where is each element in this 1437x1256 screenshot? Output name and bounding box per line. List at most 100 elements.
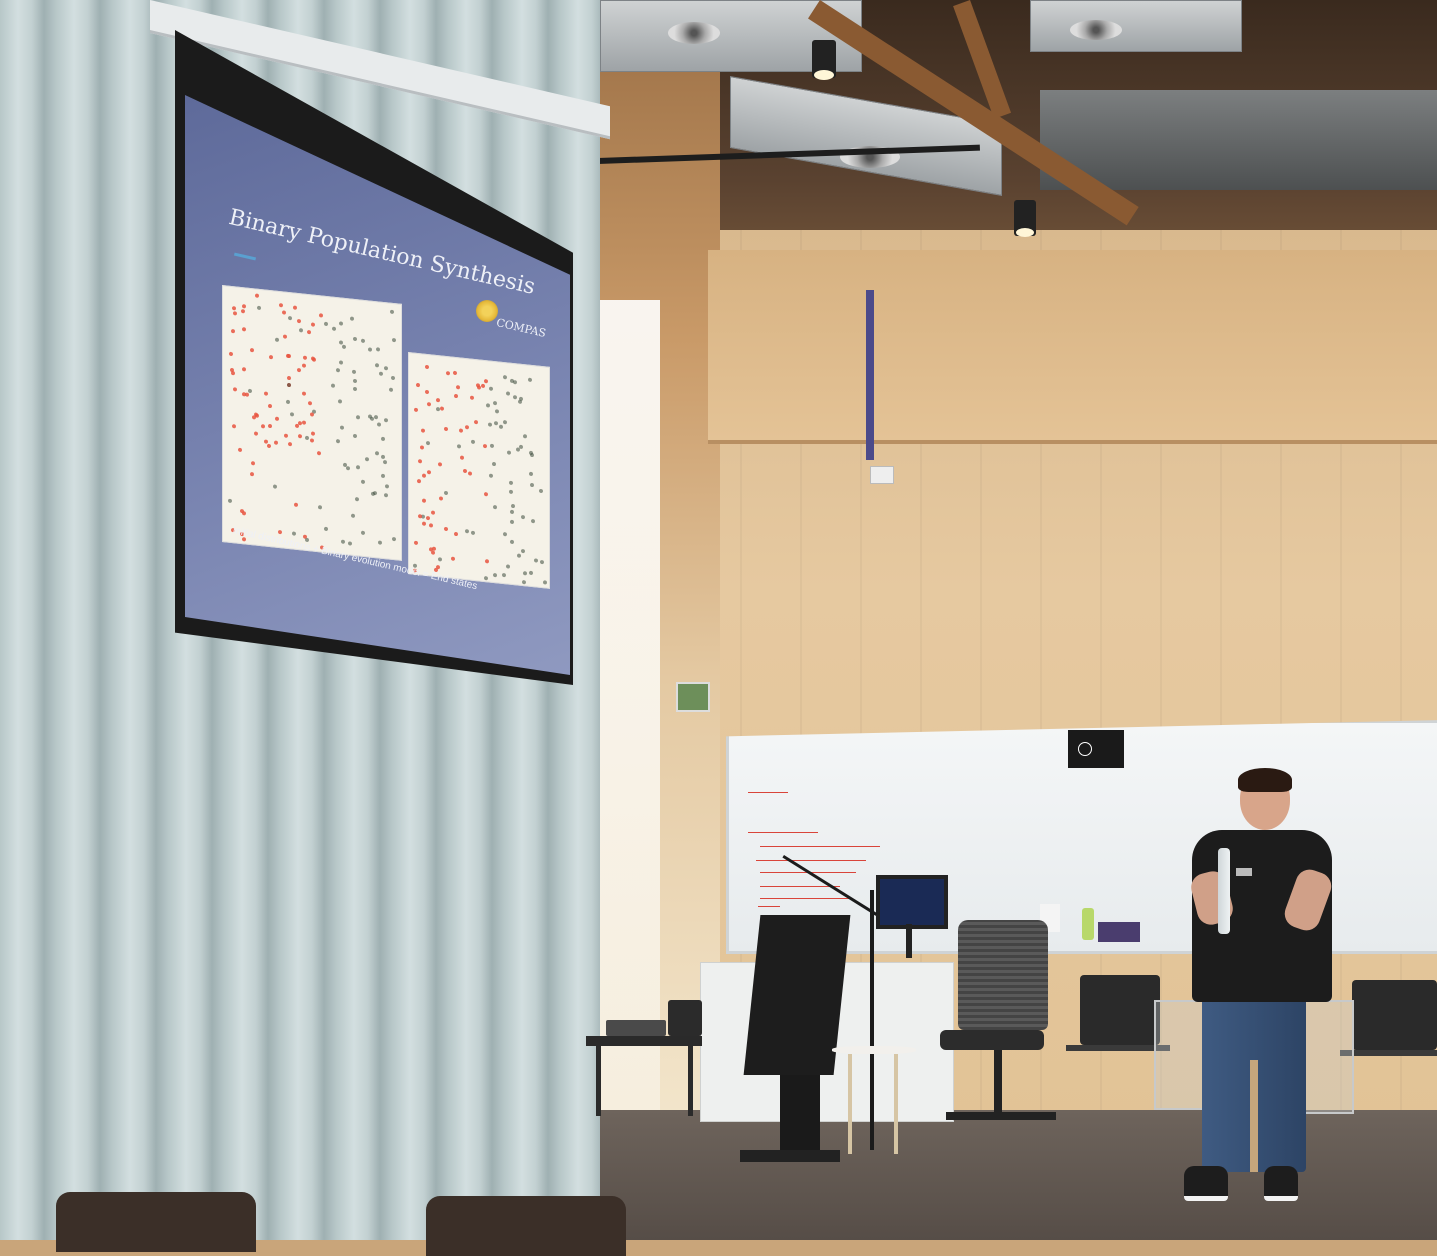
name-badge: [1236, 868, 1252, 876]
scatter-point: [251, 461, 256, 466]
side-table: [586, 1036, 702, 1046]
scatter-point: [306, 329, 311, 335]
scatter-point: [521, 514, 526, 520]
scatter-point: [345, 466, 350, 471]
scatter-point: [465, 424, 470, 429]
scatter-point: [444, 491, 449, 496]
whiteboard-writing: [758, 906, 780, 907]
scatter-point: [381, 437, 386, 442]
scatter-point: [310, 356, 315, 361]
scatter-point: [232, 387, 237, 392]
scatter-point: [426, 515, 431, 521]
computer-monitor: [876, 875, 948, 929]
scatter-point: [282, 310, 287, 315]
scatter-point: [229, 351, 234, 356]
scatter-point: [533, 558, 538, 563]
scatter-point: [421, 498, 426, 503]
scatter-point: [274, 337, 279, 343]
scatter-point: [338, 321, 343, 326]
scatter-point: [353, 434, 358, 439]
scatter-point: [383, 493, 388, 498]
scatter-point: [438, 495, 443, 501]
spotlight-glow: [1016, 228, 1034, 237]
office-chair-base: [946, 1112, 1056, 1120]
scatter-point: [310, 322, 315, 327]
scatter-point: [263, 391, 268, 396]
scatter-point: [330, 383, 335, 389]
scatter-point: [242, 303, 247, 309]
scatter-point: [495, 409, 500, 415]
microphone-stand: [870, 890, 874, 1150]
scatter-point: [435, 406, 440, 411]
spotlight-glow: [814, 70, 834, 80]
scatter-point: [502, 420, 507, 425]
scatter-point: [323, 321, 328, 327]
scatter-point: [294, 502, 299, 508]
scatter-point: [498, 424, 503, 430]
scatter-point: [510, 503, 515, 509]
scatter-point: [391, 337, 396, 343]
hanging-cable: [866, 290, 874, 460]
scatter-point: [375, 451, 380, 456]
scatter-point: [261, 424, 266, 429]
scatter-point: [254, 293, 259, 299]
scatter-point: [253, 431, 258, 437]
scatter-point: [277, 530, 282, 535]
scatter-point: [512, 379, 517, 385]
scatter-point: [508, 480, 513, 485]
scatter-point: [318, 313, 323, 318]
scatter-point: [340, 539, 345, 545]
stacking-chair-seat: [1340, 1050, 1437, 1056]
scatter-point: [444, 526, 449, 531]
ceiling-duct-long: [1040, 90, 1437, 190]
scatter-point: [523, 571, 528, 576]
scatter-point: [516, 447, 521, 453]
scatter-point: [509, 509, 514, 515]
scatter-point: [381, 454, 386, 460]
scatter-point: [471, 439, 476, 444]
scatter-point: [483, 491, 488, 497]
office-chair: [958, 920, 1048, 1030]
scatter-point: [426, 441, 431, 446]
scatter-point: [424, 389, 429, 395]
stool-leg: [894, 1054, 898, 1154]
scatter-point: [530, 483, 535, 488]
scatter-point: [241, 327, 246, 332]
scatter-point: [451, 556, 456, 561]
scatter-point: [427, 402, 432, 407]
scatter-point: [293, 305, 298, 310]
scatter-point: [339, 425, 344, 430]
scatter-point: [323, 526, 328, 531]
scatter-point: [296, 368, 301, 373]
scatter-point: [237, 447, 242, 452]
scatter-point: [523, 434, 528, 439]
wood-mezzanine-wall: [708, 250, 1437, 444]
scatter-plot-final: [408, 352, 550, 589]
scatter-point: [427, 469, 432, 475]
scatter-point: [467, 471, 472, 476]
scatter-point: [338, 359, 343, 365]
scatter-point: [335, 438, 340, 444]
scatter-point: [421, 428, 426, 433]
scatter-point: [493, 505, 498, 510]
sneaker: [1264, 1166, 1298, 1201]
compas-logo-icon: [476, 300, 498, 322]
stool-leg: [848, 1054, 852, 1154]
scatter-point: [519, 396, 524, 402]
scatter-point: [352, 379, 357, 384]
scatter-point: [318, 505, 323, 510]
scatter-point: [488, 422, 493, 427]
ceiling-vent: [1070, 20, 1122, 40]
scatter-plot-initial: [222, 285, 402, 561]
side-table-leg: [688, 1046, 693, 1116]
water-bottle: [1218, 848, 1230, 934]
desk-phone: [668, 1000, 702, 1036]
scatter-point: [354, 497, 359, 502]
scatter-point: [267, 443, 272, 449]
scatter-point: [349, 316, 354, 321]
office-chair-post: [994, 1050, 1002, 1112]
scatter-point: [311, 430, 316, 436]
soap-bottle: [1082, 908, 1094, 940]
scatter-point: [513, 395, 518, 400]
scatter-point: [302, 355, 307, 361]
